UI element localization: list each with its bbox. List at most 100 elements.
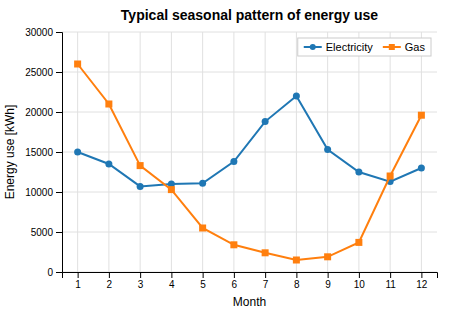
x-tick: 11 — [385, 272, 396, 290]
x-tick: 10 — [354, 272, 366, 290]
x-axis-line — [63, 273, 438, 279]
y-axis: 0 5000 10000 15000 20000 25000 30000 — [25, 27, 62, 278]
x-tick-mark — [328, 272, 329, 278]
marker — [105, 101, 112, 108]
x-tick-label: 1 — [75, 279, 81, 290]
x-tick-mark — [78, 272, 79, 278]
y-tick-mark — [56, 112, 62, 113]
marker — [324, 253, 331, 260]
y-tick-mark — [56, 32, 62, 33]
x-tick: 6 — [232, 272, 238, 290]
y-axis-line — [56, 33, 63, 273]
marker — [74, 149, 81, 156]
x-tick: 2 — [107, 272, 113, 290]
series-line — [78, 96, 422, 186]
x-tick-label: 11 — [385, 279, 396, 290]
marker — [199, 180, 206, 187]
x-tick: 12 — [416, 272, 428, 290]
y-tick-label: 15000 — [25, 147, 53, 158]
grid-line — [296, 32, 297, 272]
y-tick: 10000 — [25, 187, 62, 198]
marker — [324, 146, 331, 153]
y-tick-mark — [56, 72, 62, 73]
y-tick: 30000 — [25, 27, 62, 38]
x-tick-label: 3 — [138, 279, 144, 290]
marker — [387, 173, 394, 180]
x-tick-mark — [171, 272, 172, 278]
x-tick-label: 5 — [200, 279, 206, 290]
marker — [418, 112, 425, 119]
grid — [62, 32, 437, 272]
x-tick-mark — [265, 272, 266, 278]
x-tick-label: 2 — [107, 279, 113, 290]
x-tick-mark — [203, 272, 204, 278]
y-tick: 0 — [47, 267, 62, 278]
y-axis-title: Energy use [kWh] — [3, 105, 17, 200]
x-tick: 9 — [325, 272, 331, 290]
grid-line — [265, 32, 266, 272]
plot: 1234567891011120500010000150002000025000… — [25, 27, 437, 290]
marker — [262, 249, 269, 256]
grid-line — [62, 192, 437, 193]
y-tick: 20000 — [25, 107, 62, 118]
grid-line — [62, 112, 437, 113]
grid-line — [62, 32, 437, 33]
legend-marker — [310, 44, 316, 50]
marker — [293, 257, 300, 264]
title: Typical seasonal pattern of energy use — [121, 7, 378, 23]
legend-box — [298, 38, 431, 56]
marker — [355, 239, 362, 246]
y-tick-label: 5000 — [31, 227, 54, 238]
grid-line — [358, 32, 359, 272]
grid-line — [108, 32, 109, 272]
y-tick-mark — [56, 152, 62, 153]
x-tick-mark — [296, 272, 297, 278]
series-line — [78, 64, 422, 260]
y-tick-label: 25000 — [25, 67, 53, 78]
marker — [199, 225, 206, 232]
y-tick-label: 0 — [47, 267, 53, 278]
x-tick-label: 7 — [263, 279, 269, 290]
y-tick-label: 30000 — [25, 27, 53, 38]
x-axis-title: Month — [233, 295, 266, 309]
x-tick-mark — [421, 272, 422, 278]
legend-label: Gas — [405, 41, 426, 53]
marker — [230, 158, 237, 165]
x-tick-mark — [359, 272, 360, 278]
x-tick-label: 8 — [294, 279, 300, 290]
y-tick-mark — [56, 192, 62, 193]
marker — [293, 93, 300, 100]
x-tick: 1 — [75, 272, 81, 290]
x-tick: 8 — [294, 272, 300, 290]
marker — [137, 183, 144, 190]
x-tick-label: 6 — [232, 279, 238, 290]
marker — [137, 162, 144, 169]
x-tick-label: 9 — [325, 279, 331, 290]
x-tick: 4 — [169, 272, 175, 290]
x-tick-mark — [109, 272, 110, 278]
grid-line — [62, 72, 437, 73]
y-tick-label: 20000 — [25, 107, 53, 118]
legend-marker — [389, 44, 395, 50]
grid-line — [171, 32, 172, 272]
legend: Electricity Gas — [298, 38, 431, 56]
marker — [262, 118, 269, 125]
marker — [74, 61, 81, 68]
y-tick-label: 10000 — [25, 187, 53, 198]
legend-label: Electricity — [326, 41, 374, 53]
marker — [355, 169, 362, 176]
x-tick-label: 12 — [416, 279, 428, 290]
marker — [230, 241, 237, 248]
x-axis: 123456789101112 — [63, 272, 438, 290]
chart: 1234567891011120500010000150002000025000… — [0, 0, 451, 314]
x-tick-label: 4 — [169, 279, 175, 290]
marks — [74, 61, 425, 264]
grid-line — [390, 32, 391, 272]
y-tick-mark — [56, 272, 62, 273]
y-tick: 5000 — [31, 227, 62, 238]
y-tick: 25000 — [25, 67, 62, 78]
grid-line — [62, 152, 437, 153]
grid-line — [233, 32, 234, 272]
grid-line — [202, 32, 203, 272]
y-tick-mark — [56, 232, 62, 233]
